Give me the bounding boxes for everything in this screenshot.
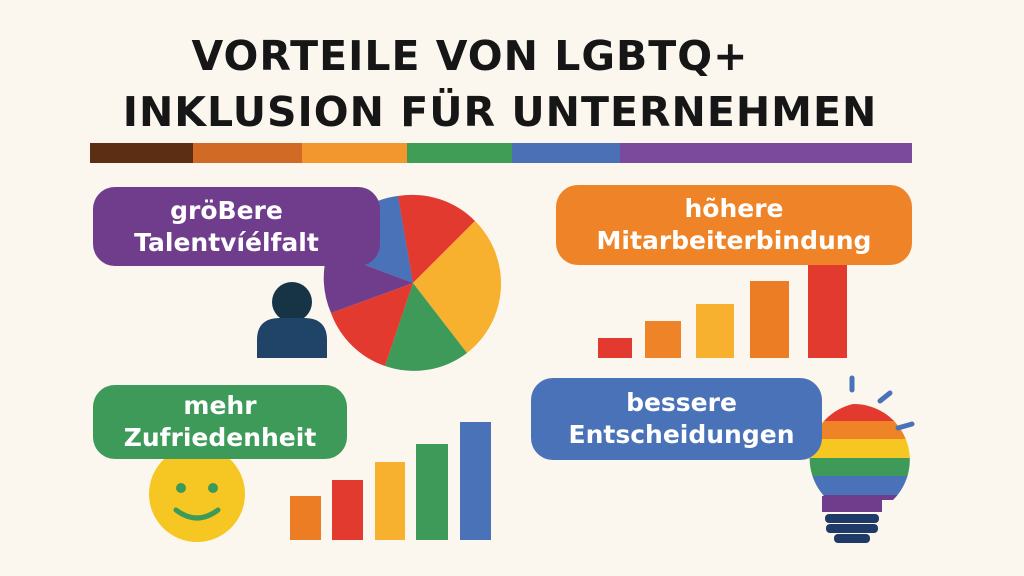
bar-chart-icon	[598, 260, 847, 358]
smiley-icon	[149, 446, 245, 542]
card-line-1: gröBere	[170, 195, 283, 225]
growth-bar-chart-icon	[290, 422, 491, 540]
card-line-1: mehr	[183, 391, 257, 420]
card-talent-diversity: gröBere Talentvíélfalt	[93, 187, 380, 266]
card-line-1: bessere	[626, 388, 737, 417]
card-better-decisions: bessere Entscheidungen	[531, 378, 822, 460]
card-satisfaction: mehr Zufriedenheit	[93, 385, 347, 459]
title-line-1: VORTEILE VON LGBTQ+	[191, 32, 749, 80]
card-line-2: Zufriedenheit	[123, 423, 317, 452]
title-line-2: INKLUSION FÜR UNTERNEHMEN	[122, 88, 878, 136]
rainbow-divider	[90, 143, 912, 163]
card-line-2: Entscheidungen	[568, 420, 795, 449]
person-icon	[257, 282, 327, 358]
card-line-2: Mitarbeiterbindung	[596, 226, 872, 255]
card-employee-retention: hõhere Mitarbeiterbindung	[556, 185, 912, 265]
card-line-1: hõhere	[684, 194, 784, 223]
card-line-2: Talentvíélfalt	[134, 227, 319, 257]
